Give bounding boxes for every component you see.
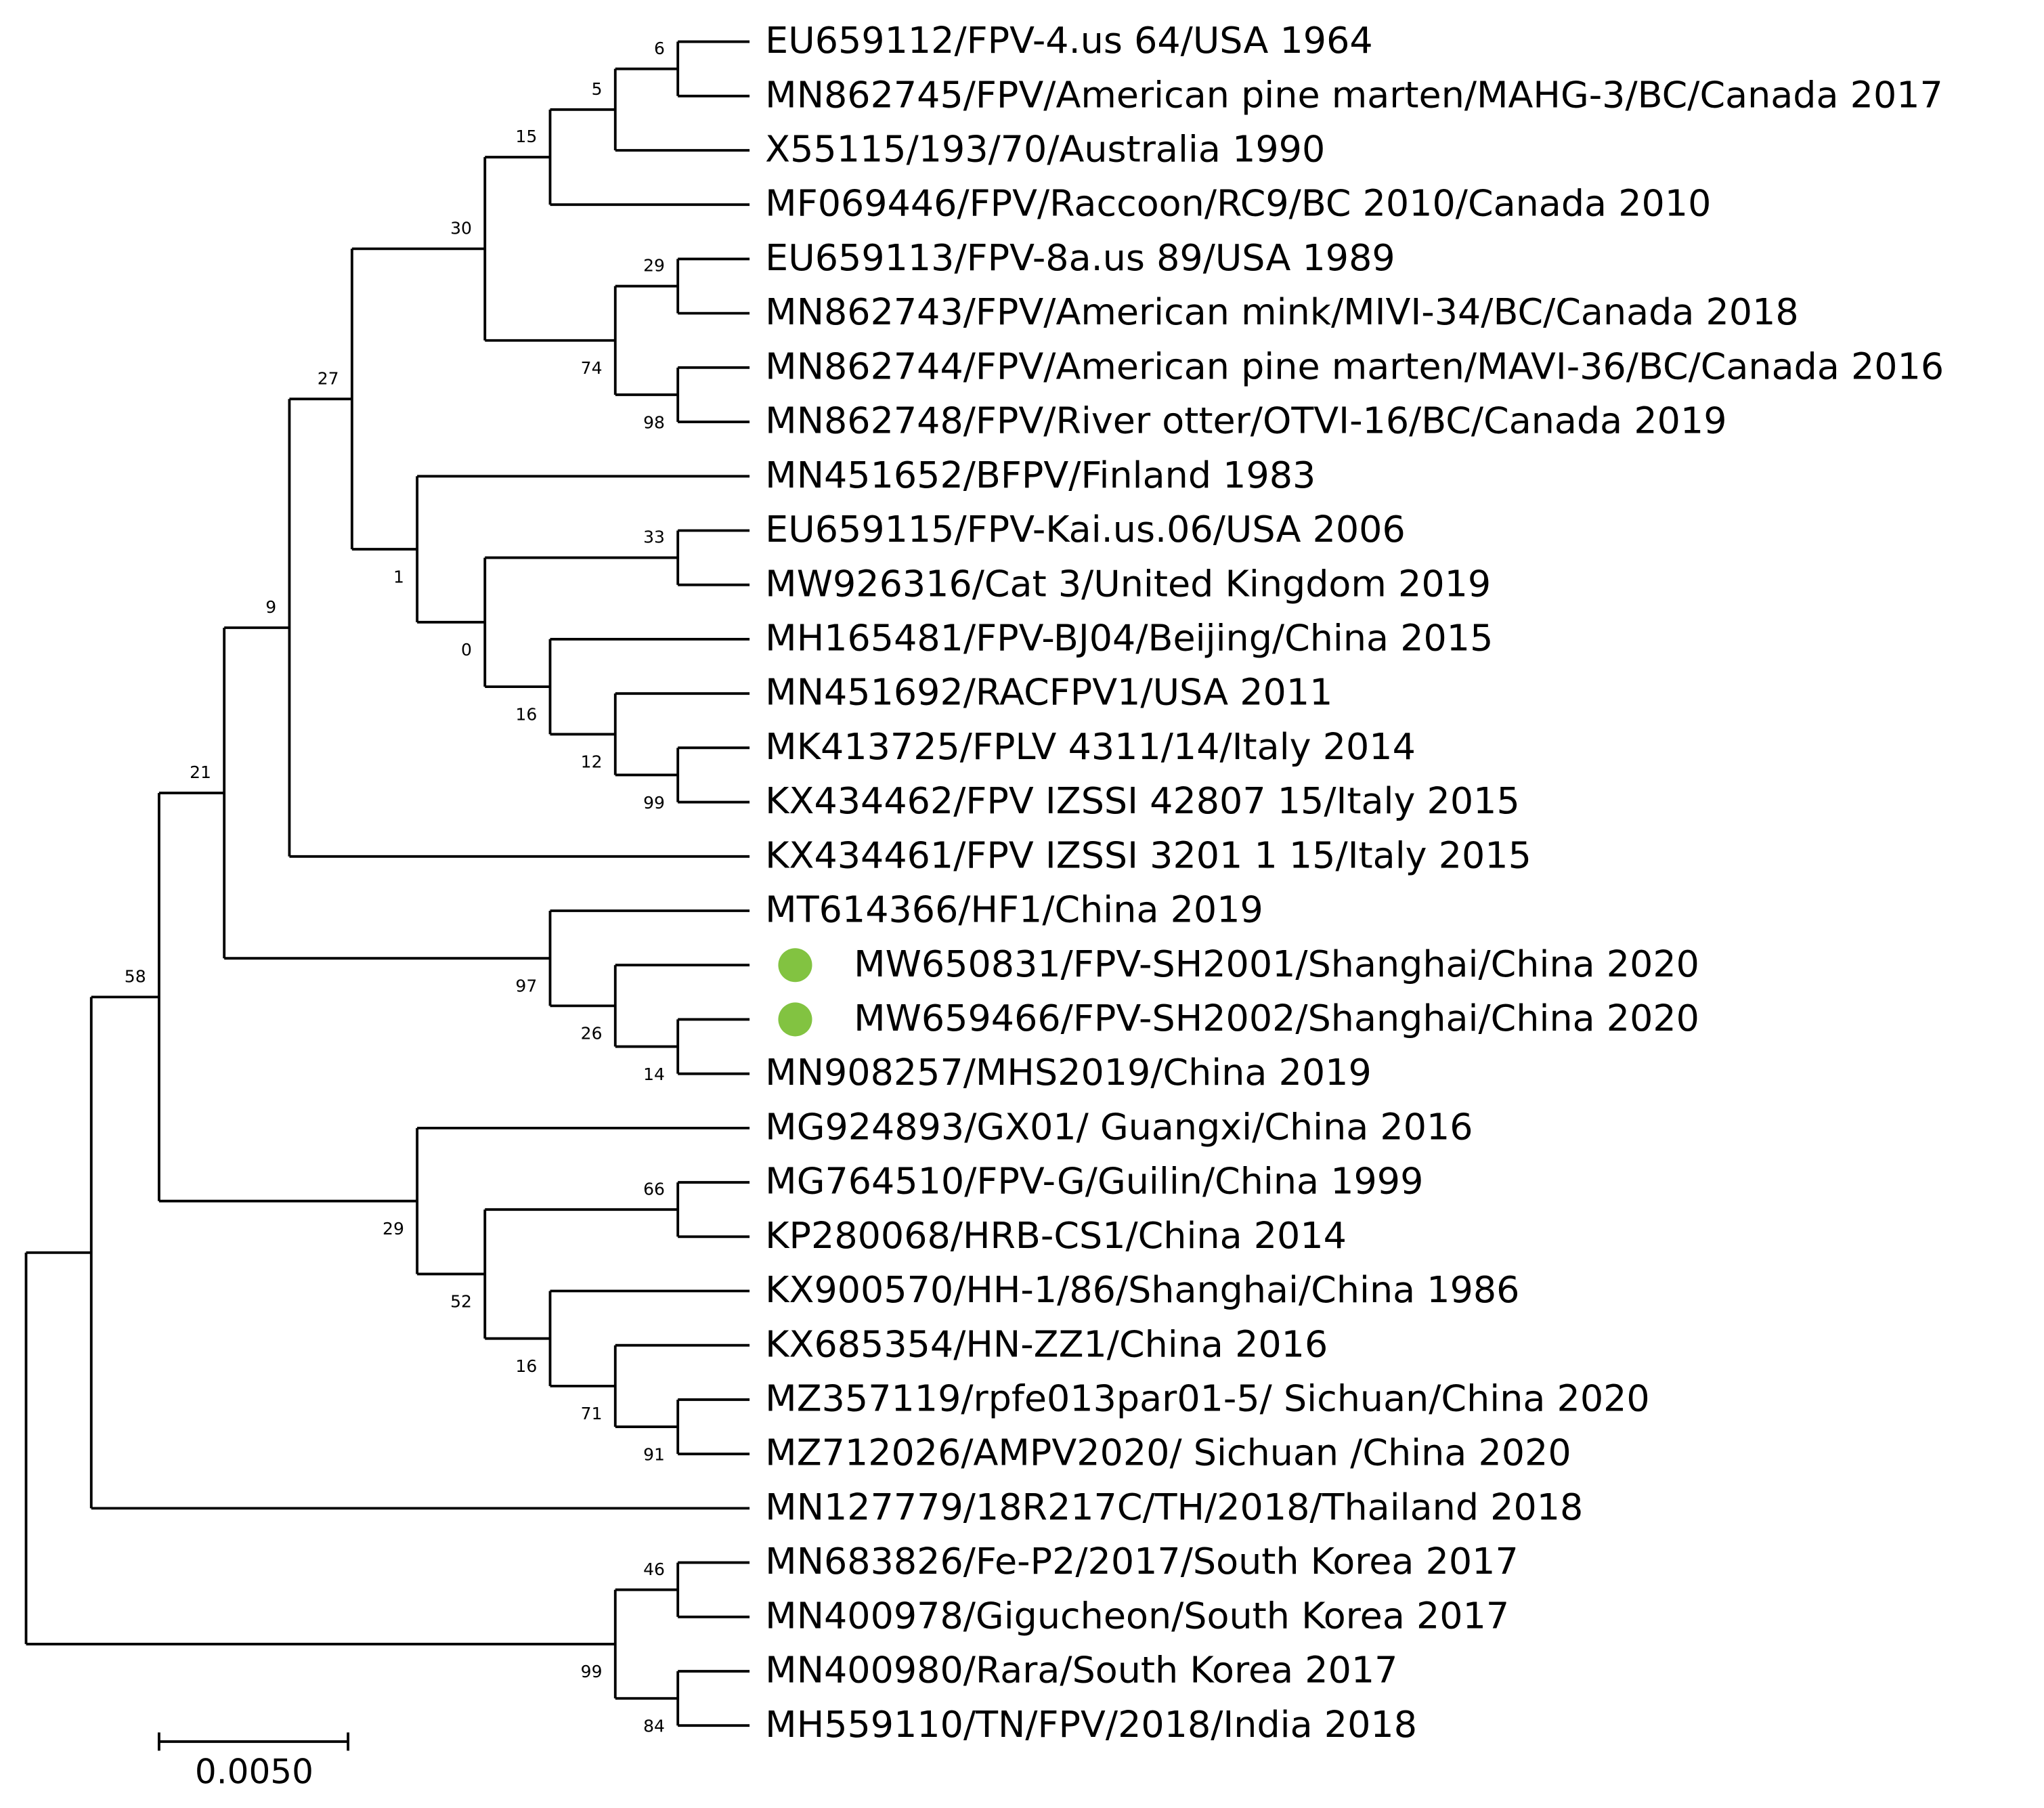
support-value: 6 [654, 39, 665, 58]
support-value: 91 [643, 1444, 665, 1464]
support-value: 16 [515, 704, 537, 724]
support-value: 9 [265, 597, 276, 617]
leaf-label: MH559110/TN/FPV/2018/India 2018 [765, 1703, 1417, 1746]
leaf-label: MG764510/FPV-G/Guilin/China 1999 [765, 1160, 1423, 1203]
leaf-label: KX900570/HH-1/86/Shanghai/China 1986 [765, 1268, 1519, 1311]
marker-dot [778, 948, 812, 983]
support-value: 99 [643, 793, 665, 813]
support-value: 5 [592, 79, 603, 99]
leaf-label: MW926316/Cat 3/United Kingdom 2019 [765, 562, 1491, 605]
leaf-label: EU659112/FPV-4.us 64/USA 1964 [765, 19, 1372, 62]
leaf-label: MN683826/Fe-P2/2017/South Korea 2017 [765, 1540, 1519, 1583]
leaf-label: MG924893/GX01/ Guangxi/China 2016 [765, 1105, 1473, 1148]
leaf-label: MK413725/FPLV 4311/14/Italy 2014 [765, 725, 1416, 768]
support-value: 27 [318, 368, 339, 388]
leaf-label: KX434461/FPV IZSSI 3201 1 15/Italy 2015 [765, 834, 1531, 876]
leaf-label: MN862744/FPV/American pine marten/MAVI-3… [765, 345, 1944, 387]
marker-dot [778, 1002, 812, 1037]
support-value: 33 [643, 528, 665, 547]
leaf-label: MN862743/FPV/American mink/MIVI-34/BC/Ca… [765, 290, 1799, 333]
support-value: 58 [125, 967, 146, 987]
leaf-label: MN451652/BFPV/Finland 1983 [765, 454, 1315, 496]
support-value: 16 [515, 1356, 537, 1376]
support-value: 21 [190, 762, 211, 782]
leaf-label: KX434462/FPV IZSSI 42807 15/Italy 2015 [765, 779, 1520, 822]
leaf-label: MT614366/HF1/China 2019 [765, 888, 1263, 931]
leaf-label: MN400980/Rara/South Korea 2017 [765, 1649, 1397, 1692]
support-value: 84 [643, 1716, 665, 1736]
leaf-label: MH165481/FPV-BJ04/Beijing/China 2015 [765, 617, 1493, 660]
support-value: 98 [643, 412, 665, 432]
support-value: 97 [515, 976, 537, 996]
leaf-label: X55115/193/70/Australia 1990 [765, 128, 1325, 171]
support-value: 30 [450, 219, 472, 238]
support-value: 14 [643, 1064, 665, 1084]
leaf-label: MF069446/FPV/Raccoon/RC9/BC 2010/Canada … [765, 182, 1711, 225]
support-value: 26 [581, 1024, 603, 1043]
support-value: 66 [643, 1179, 665, 1199]
leaf-label: KX685354/HN-ZZ1/China 2016 [765, 1322, 1328, 1365]
leaf-label: MN862745/FPV/American pine marten/MAHG-3… [765, 73, 1943, 116]
support-value: 52 [450, 1292, 472, 1312]
support-value: 74 [581, 358, 603, 378]
leaf-label: MN451692/RACFPV1/USA 2011 [765, 671, 1332, 714]
support-value: 46 [643, 1559, 665, 1579]
leaf-label: MW650831/FPV-SH2001/Shanghai/China 2020 [854, 943, 1699, 985]
support-value: 0 [461, 640, 472, 660]
leaf-label: EU659115/FPV-Kai.us.06/USA 2006 [765, 508, 1406, 551]
scale-bar-label: 0.0050 [195, 1752, 313, 1792]
support-value: 12 [581, 752, 603, 772]
leaf-label: MZ712026/AMPV2020/ Sichuan /China 2020 [765, 1432, 1571, 1474]
leaf-label: KP280068/HRB-CS1/China 2014 [765, 1214, 1347, 1257]
leaf-label: MW659466/FPV-SH2002/Shanghai/China 2020 [854, 997, 1699, 1039]
leaf-label: EU659113/FPV-8a.us 89/USA 1989 [765, 236, 1395, 279]
leaf-label: MN127779/18R217C/TH/2018/Thailand 2018 [765, 1486, 1583, 1528]
leaf-label: MN400978/Gigucheon/South Korea 2017 [765, 1594, 1509, 1637]
support-value: 29 [383, 1219, 404, 1239]
leaf-label: MZ357119/rpfe013par01-5/ Sichuan/China 2… [765, 1377, 1650, 1420]
support-value: 99 [581, 1662, 603, 1681]
support-value: 71 [581, 1404, 603, 1423]
leaf-label: MN908257/MHS2019/China 2019 [765, 1051, 1372, 1094]
support-value: 29 [643, 256, 665, 276]
leaf-label: MN862748/FPV/River otter/OTVI-16/BC/Cana… [765, 400, 1726, 442]
support-value: 1 [393, 567, 404, 586]
support-value: 15 [515, 127, 537, 146]
